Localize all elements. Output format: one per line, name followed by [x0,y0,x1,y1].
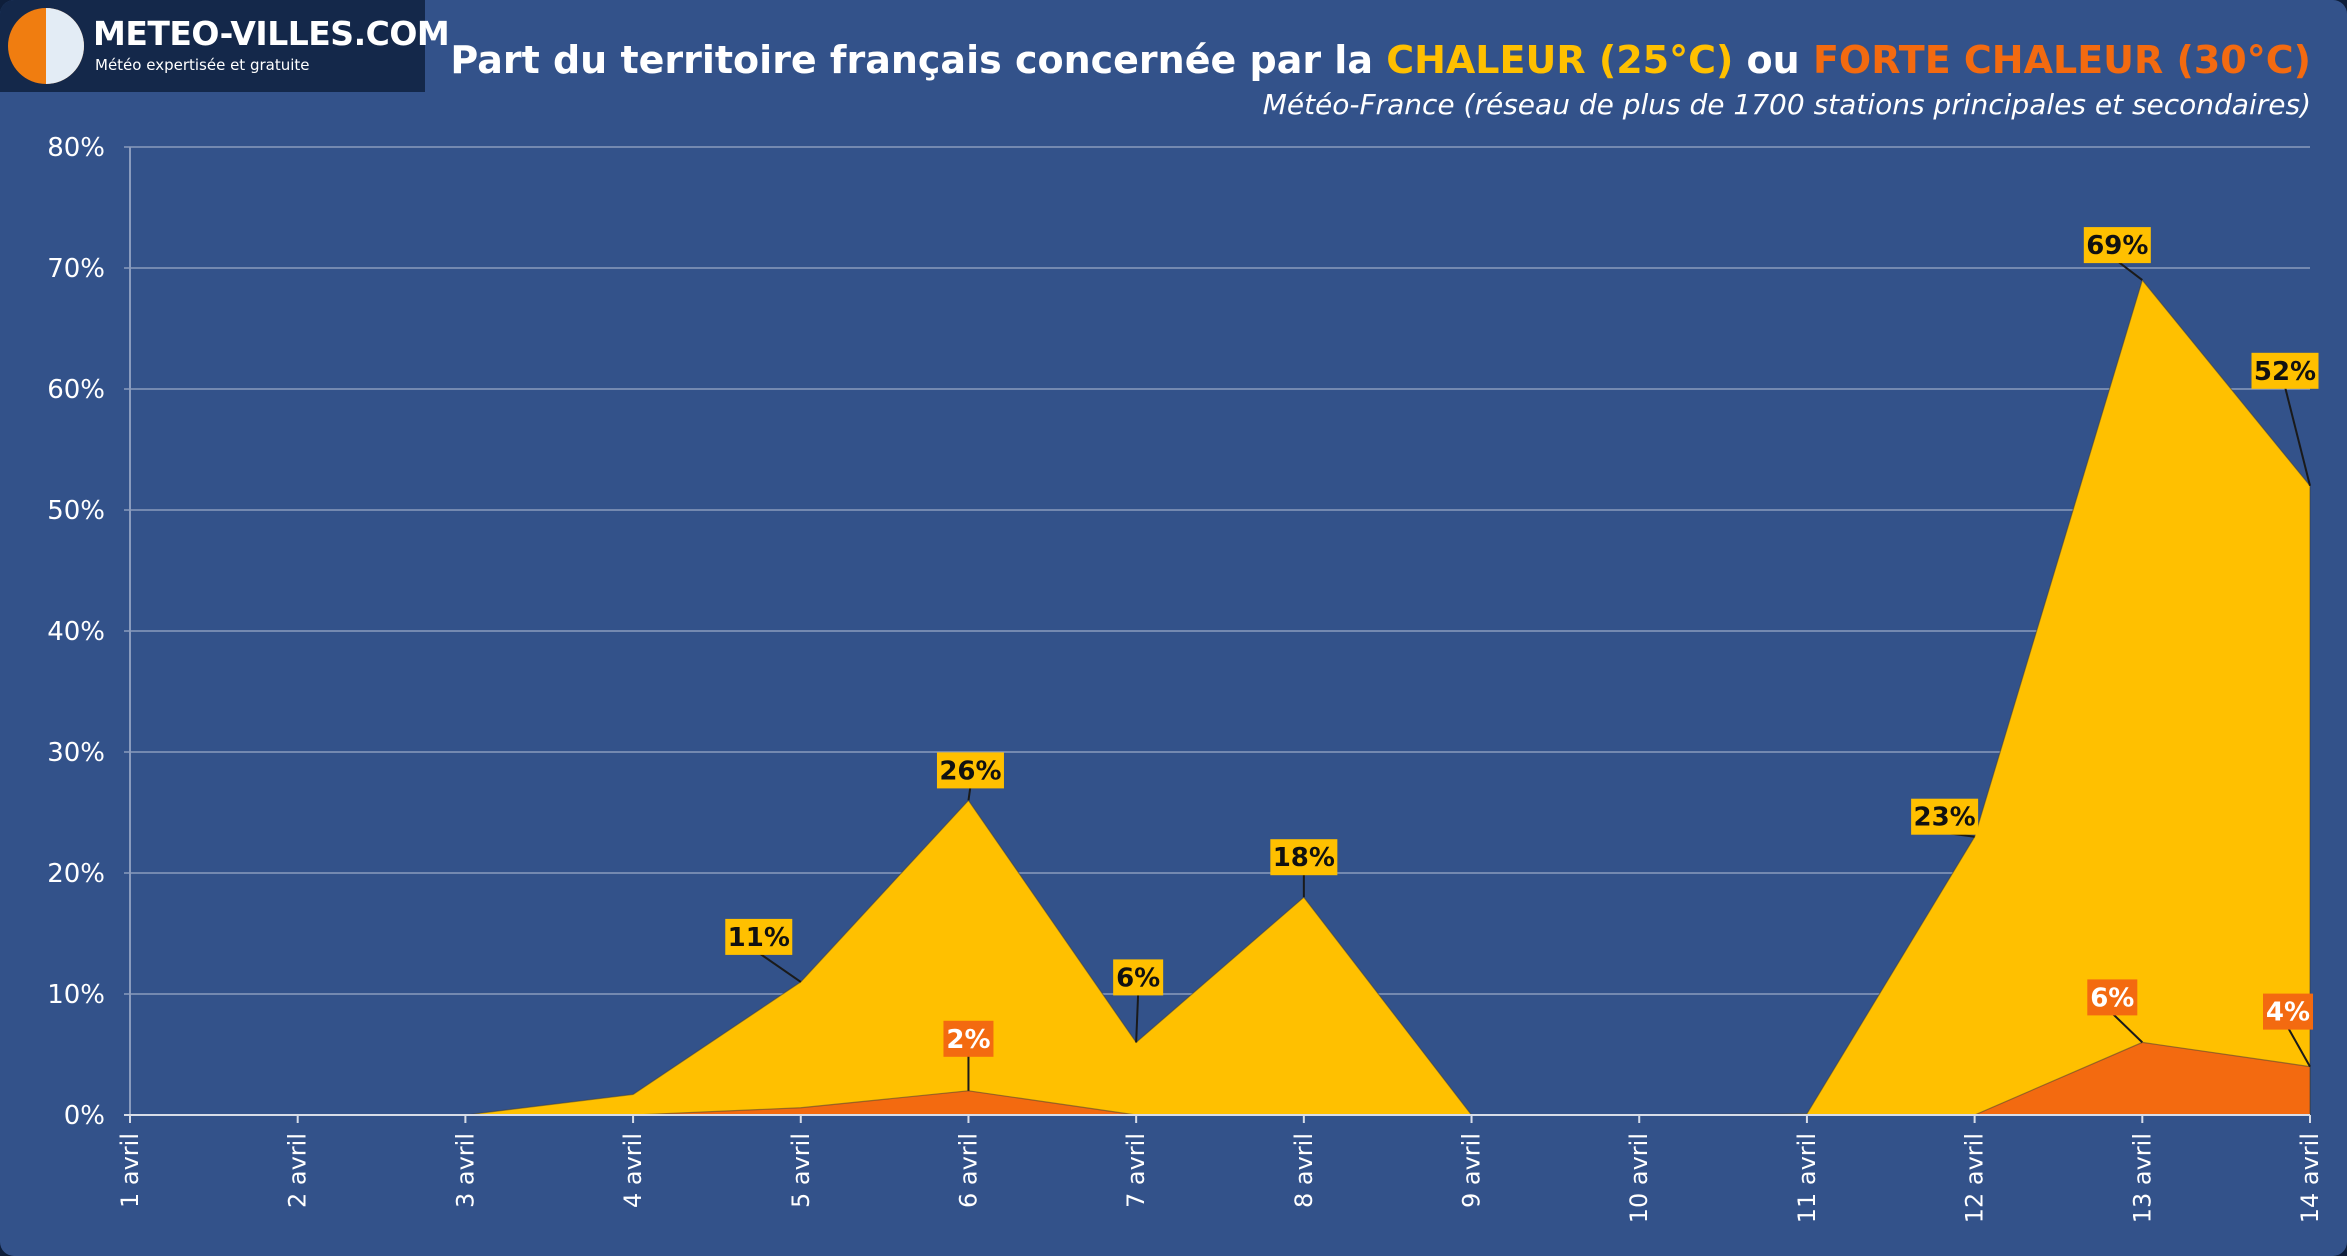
data-label-leader [1135,993,1140,1043]
data-label-box [943,1020,994,1057]
data-label: 23% [1913,803,1975,833]
x-tick-label: 3 avril [451,1133,479,1208]
data-label-box [1270,839,1338,876]
x-tick-label: 13 avril [2128,1133,2156,1223]
data-label: 18% [1273,843,1335,873]
logo-subtitle: Météo expertisée et gratuite [95,56,310,74]
x-tick-label: 11 avril [1793,1133,1821,1223]
data-label-box [1113,959,1164,996]
x-tick-label: 8 avril [1290,1133,1318,1208]
data-label: 26% [939,756,1001,786]
y-tick-label: 80% [47,133,105,163]
data-label-box [2251,352,2319,389]
x-tick-label: 14 avril [2296,1133,2324,1223]
x-tick-label: 2 avril [284,1133,312,1208]
data-label-box [2087,979,2138,1016]
y-tick-label: 40% [47,617,105,647]
data-label-leader [2287,1027,2311,1068]
y-tick-label: 20% [47,859,105,889]
x-tick-label: 10 avril [1625,1133,1653,1223]
x-tick-label: 9 avril [1458,1133,1486,1208]
logo-title: METEO-VILLES.COM [93,14,450,53]
title-series-forte-chaleur: FORTE CHALEUR (30°C) [1812,38,2311,82]
data-label: 52% [2254,357,2316,387]
x-tick-label: 12 avril [1961,1133,1989,1223]
title-prefix: Part du territoire français concernée pa… [450,38,1387,82]
data-label-leader [2284,386,2311,487]
chart-title: Part du territoire français concernée pa… [450,38,2311,82]
data-label: 6% [1116,963,1160,993]
y-tick-label: 60% [47,375,105,405]
data-label-box [2263,993,2313,1030]
data-label-leader [2116,260,2143,281]
data-label-box [725,918,793,955]
title-mid: ou [1733,38,1813,82]
data-label-leader [2111,1012,2144,1044]
data-label-leader [758,952,802,983]
y-tick-label: 30% [47,738,105,768]
data-label-leader [967,786,972,801]
x-tick-label: 6 avril [954,1133,982,1208]
data-label-box [1911,798,1979,835]
x-tick-label: 1 avril [116,1133,144,1208]
x-tick-label: 7 avril [1122,1133,1150,1208]
y-tick-label: 50% [47,496,105,526]
data-label-box [2083,227,2151,264]
title-series-chaleur: CHALEUR (25°C) [1386,38,1734,82]
y-tick-label: 70% [47,254,105,284]
x-tick-label: 5 avril [787,1133,815,1208]
y-tick-label: 10% [47,980,105,1010]
data-label: 69% [2086,231,2148,261]
logo-sun-icon [7,7,84,84]
x-tick-label: 4 avril [619,1133,647,1208]
logo: METEO-VILLES.COM Météo expertisée et gra… [0,0,450,92]
series-area-chaleur [130,278,2311,1116]
data-label-box [936,752,1004,789]
data-label: 11% [728,923,790,953]
data-label: 4% [2266,998,2310,1028]
data-label: 2% [946,1025,990,1055]
data-label: 6% [2090,983,2134,1013]
chart-subtitle: Météo-France (réseau de plus de 1700 sta… [1262,88,2311,121]
y-tick-label: 0% [64,1101,105,1131]
